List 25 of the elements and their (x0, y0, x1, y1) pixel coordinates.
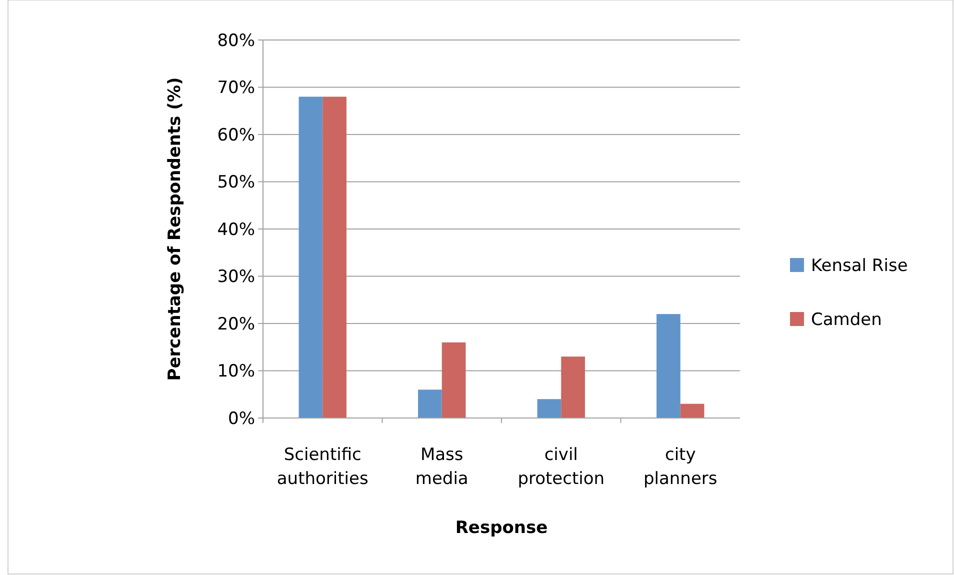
y-tick-label: 70% (217, 78, 255, 98)
y-tick-label: 0% (228, 408, 255, 429)
y-tick-label: 30% (217, 267, 255, 288)
bar (537, 399, 562, 418)
bar (322, 96, 346, 418)
y-tick-label: 40% (217, 220, 255, 240)
bar (298, 96, 323, 418)
y-tick-label: 60% (217, 125, 255, 146)
x-tick-label: Scientific authorities (276, 445, 368, 489)
y-axis-title: Percentage of Respondents (%) (165, 77, 185, 381)
y-tick-label: 50% (217, 172, 255, 193)
x-tick-label: Mass media (415, 445, 468, 489)
legend-label: Camden (811, 310, 882, 330)
bar (561, 356, 585, 418)
y-tick-label: 10% (217, 362, 255, 382)
legend-label: Kensal Rise (811, 256, 908, 276)
bar (656, 314, 680, 418)
y-tick-label: 80% (217, 30, 255, 51)
x-tick-label: civil protection (518, 445, 605, 489)
bar (418, 390, 442, 418)
bar (680, 404, 704, 418)
x-axis-title: Response (455, 518, 548, 538)
bar (442, 342, 466, 418)
x-tick-label: city planners (643, 445, 718, 489)
y-tick-label: 20% (217, 314, 255, 334)
